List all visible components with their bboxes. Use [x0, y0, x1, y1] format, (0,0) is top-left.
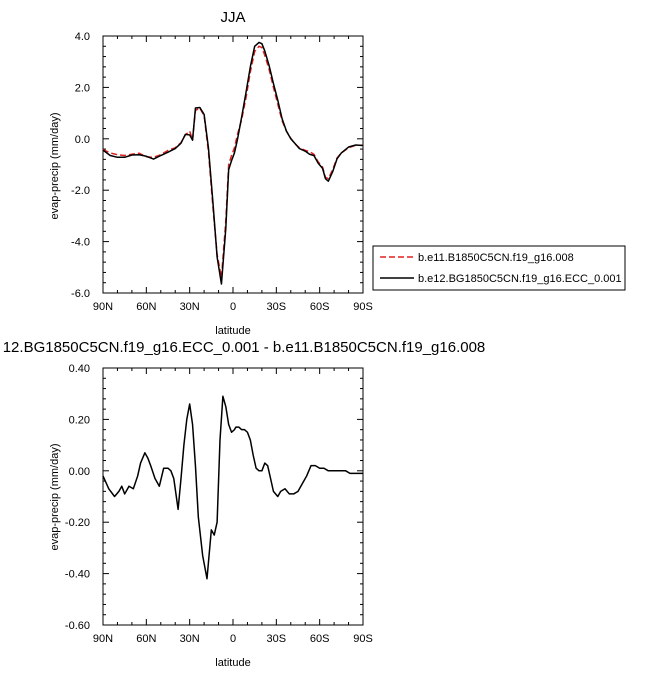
top-y-tick-label: -2.0 — [71, 185, 90, 197]
bottom-y-tick-label: -0.60 — [65, 620, 90, 632]
legend-box — [372, 245, 626, 291]
legend-label-series-2: b.e12.BG1850C5CN.f19_g16.ECC_0.001 — [418, 273, 622, 285]
top-x-tick-label: 0 — [230, 301, 236, 313]
legend-label-series-1: b.e11.B1850C5CN.f19_g16.008 — [418, 252, 574, 264]
bottom-y-tick-label: 0.40 — [69, 363, 90, 375]
top-y-tick-label: -4.0 — [71, 237, 90, 249]
bottom-plot-area: 90N 60N 30N 0 30S 60S 90S -0.60 -0.40 -0.20 0.00 0.… — [65, 363, 373, 645]
top-y-tick-label: 2.0 — [75, 82, 90, 94]
bottom-x-tick-label: 30S — [267, 633, 287, 645]
top-y-tick-label: -6.0 — [71, 288, 90, 300]
bottom-x-tick-label: 0 — [230, 633, 236, 645]
top-plot-area: 90N 60N 30N 0 30S 60S 90S -6.0 -4.0 -2.0 0.0 2.0 4.0 — [71, 31, 373, 313]
bottom-y-axis-label: evap-precip (mm/day) — [49, 444, 61, 551]
top-x-tick-label: 90N — [93, 301, 113, 313]
bottom-x-tick-label: 60S — [310, 633, 330, 645]
top-panel: JJA 90N 60N 30N 0 30S 60S 90S -6.0 -4.0 -2.0 0.0 2.… — [49, 9, 373, 337]
bottom-chart-title: 12.BG1850C5CN.f19_g16.ECC_0.001 - b.e11.… — [3, 339, 486, 356]
top-plot-frame — [102, 35, 364, 294]
bottom-series-1-line — [102, 395, 363, 580]
top-x-tick-label: 60S — [310, 301, 330, 313]
top-x-tick-label: 30S — [267, 301, 287, 313]
top-series-1-line — [102, 45, 363, 279]
top-x-tick-label: 30N — [180, 301, 200, 313]
top-y-tick-label: 4.0 — [75, 31, 90, 43]
bottom-x-tick-label: 90S — [353, 633, 373, 645]
bottom-x-tick-label: 30N — [180, 633, 200, 645]
bottom-y-tick-label: -0.20 — [65, 517, 90, 529]
top-series-2-line — [102, 41, 364, 285]
bottom-y-tick-label: -0.40 — [65, 569, 90, 581]
bottom-plot-frame — [102, 367, 364, 626]
top-y-tick-label: 0.0 — [75, 134, 90, 146]
bottom-x-axis-label: latitude — [215, 657, 250, 669]
top-x-tick-label: 60N — [136, 301, 156, 313]
bottom-x-tick-label: 60N — [136, 633, 156, 645]
top-x-axis-label: latitude — [215, 325, 250, 337]
top-y-axis-label: evap-precip (mm/day) — [49, 113, 61, 220]
bottom-y-tick-label: 0.20 — [69, 414, 90, 426]
bottom-x-tick-label: 90N — [93, 633, 113, 645]
top-x-tick-label: 90S — [353, 301, 373, 313]
bottom-y-tick-label: 0.00 — [69, 466, 90, 478]
legend: b.e11.B1850C5CN.f19_g16.008 b.e12.BG1850… — [372, 245, 626, 291]
top-chart-title: JJA — [220, 9, 245, 26]
bottom-panel: 12.BG1850C5CN.f19_g16.ECC_0.001 - b.e11.… — [3, 339, 486, 669]
